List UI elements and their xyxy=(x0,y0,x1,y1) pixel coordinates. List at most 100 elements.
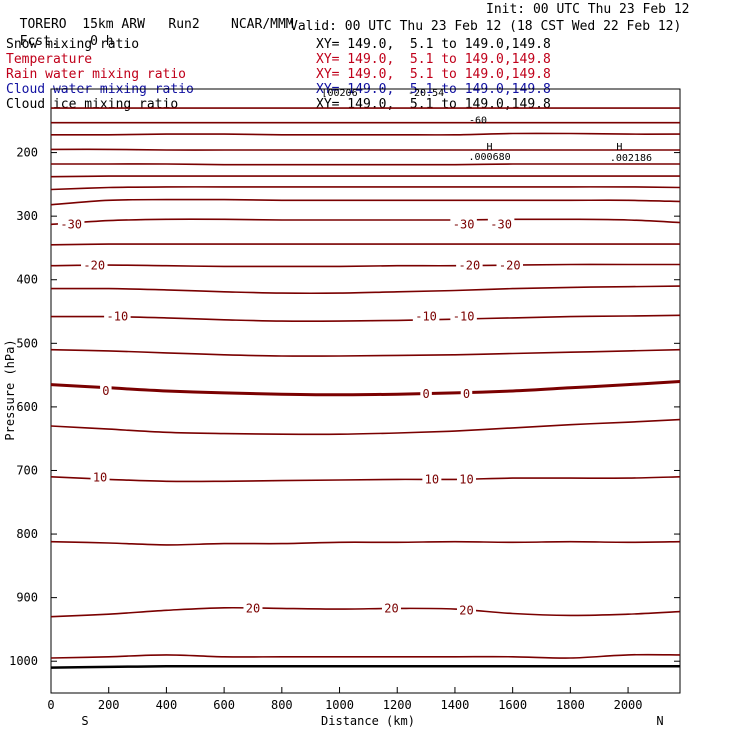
contour-label-background xyxy=(456,603,476,617)
contour-label-background xyxy=(104,309,131,323)
x-tick-label: 600 xyxy=(213,698,235,712)
fcst-label: Fcst. xyxy=(19,34,59,49)
max-min-annotation: .000680 xyxy=(468,152,510,163)
field-name-rain: Rain water mixing ratio xyxy=(6,67,187,82)
contour-label: -10 xyxy=(415,310,437,324)
contour-label-background xyxy=(450,217,477,231)
contour-label: -20 xyxy=(83,259,105,273)
temperature-contour-line xyxy=(50,198,681,206)
x-axis-title: Distance (km) xyxy=(321,714,415,728)
contour-label: -10 xyxy=(453,310,475,324)
temperature-contours xyxy=(50,107,681,659)
y-tick-label: 200 xyxy=(16,146,38,160)
max-min-annotation: H xyxy=(616,142,622,153)
temperature-contour-line xyxy=(50,263,680,268)
contour-label: 20 xyxy=(384,601,398,615)
y-tick-label: 300 xyxy=(16,209,38,223)
surface-line xyxy=(50,665,680,669)
temperature-contour-line xyxy=(50,132,681,136)
max-min-annotation: H xyxy=(487,142,493,153)
contour-label-background xyxy=(460,387,473,401)
contour-label: -30 xyxy=(60,217,82,231)
x-axis: 0 200 400 600 800 1000 1200 1400 1600 1800 2000 xyxy=(47,687,643,712)
contour-label-background xyxy=(243,601,263,615)
x-axis-left-end-label: S xyxy=(81,714,88,728)
contour-label: 0 xyxy=(463,387,470,401)
contour-label: 20 xyxy=(246,601,260,615)
field-name-temperature: Temperature xyxy=(6,52,93,67)
contour-label: 0 xyxy=(102,384,109,398)
y-tick-label: 700 xyxy=(16,463,38,477)
contour-label: -30 xyxy=(490,217,512,231)
max-min-annotation: -60 xyxy=(469,116,487,127)
contour-label: 20 xyxy=(459,603,473,617)
temperature-contour-line xyxy=(50,218,681,226)
run-name: Run2 xyxy=(168,17,200,32)
contour-label: 10 xyxy=(459,472,473,486)
x-tick-label: 1400 xyxy=(440,698,469,712)
x-tick-label: 200 xyxy=(98,698,120,712)
temperature-contour-line xyxy=(50,418,681,436)
model-name: TORERO xyxy=(19,17,67,32)
field-xy-temperature: XY= 149.0, 5.1 to 149.0,149.8 xyxy=(316,52,551,67)
init-time: Init: 00 UTC Thu 23 Feb 12 xyxy=(486,2,690,17)
temperature-contour-line xyxy=(50,476,681,483)
x-tick-label: 1200 xyxy=(383,698,412,712)
x-tick-label: 800 xyxy=(271,698,293,712)
contour-label: 10 xyxy=(93,470,107,484)
temperature-contour-line xyxy=(50,175,680,178)
contour-label-background xyxy=(450,309,477,323)
org-name: NCAR/MMM xyxy=(231,17,294,32)
contour-label: 0 xyxy=(422,387,429,401)
x-tick-label: 2000 xyxy=(614,698,643,712)
contour-label-background xyxy=(456,472,476,486)
temperature-contour-line xyxy=(50,285,681,295)
contour-label: -30 xyxy=(453,217,475,231)
temperature-contour-line xyxy=(50,348,681,357)
contour-label-background xyxy=(496,258,524,272)
forecast-hour-line: Fcst. 0 h xyxy=(4,19,114,49)
contour-label-background xyxy=(90,470,110,484)
max-min-annotation: [00206 xyxy=(321,88,357,99)
header-model-line: TORERO 15km ARW Run2 NCAR/MMM xyxy=(4,2,294,32)
plot-frame xyxy=(50,88,681,694)
contour-label: -20 xyxy=(499,259,521,273)
contour-label-background xyxy=(381,601,401,615)
temperature-contour-line xyxy=(50,540,681,546)
contour-label-background xyxy=(100,384,112,397)
temperature-contour-line xyxy=(50,186,681,191)
y-tick-label: 1000 xyxy=(9,654,38,668)
temperature-contour-line xyxy=(50,148,680,151)
y-tick-label: 600 xyxy=(16,400,38,414)
x-axis-right-end-label: N xyxy=(656,714,663,728)
contour-label-background xyxy=(81,258,108,272)
y-tick-label: 500 xyxy=(16,336,38,350)
contour-label: -20 xyxy=(459,259,481,273)
contour-label-background xyxy=(412,309,440,323)
y-tick-label: 900 xyxy=(16,591,38,605)
y-axis-title: Pressure (hPa) xyxy=(3,339,17,440)
fcst-value: 0 h xyxy=(90,34,114,49)
contour-label: -10 xyxy=(107,310,129,324)
temperature-contour-line xyxy=(50,243,680,246)
valid-time: Valid: 00 UTC Thu 23 Feb 12 (18 CST Wed … xyxy=(290,19,682,34)
max-min-annotation: -20.54 xyxy=(408,88,444,99)
y-tick-label: 400 xyxy=(16,273,38,287)
contour-label: 10 xyxy=(425,472,439,486)
field-xy-rain: XY= 149.0, 5.1 to 149.0,149.8 xyxy=(316,67,551,82)
field-xy-snow: XY= 149.0, 5.1 to 149.0,149.8 xyxy=(316,37,551,52)
x-tick-label: 1600 xyxy=(498,698,527,712)
x-tick-label: 1000 xyxy=(325,698,354,712)
contour-label-background xyxy=(422,472,442,486)
temperature-contour-line xyxy=(50,380,681,397)
temperature-contour-line xyxy=(50,606,681,618)
x-tick-label: 1800 xyxy=(556,698,585,712)
field-name-snow: Snow mixing ratio xyxy=(6,37,140,52)
surface-pressure-line xyxy=(50,665,680,669)
temperature-contour-line xyxy=(50,653,681,659)
contour-label-background xyxy=(487,217,515,231)
temperature-contour-line xyxy=(50,314,681,323)
